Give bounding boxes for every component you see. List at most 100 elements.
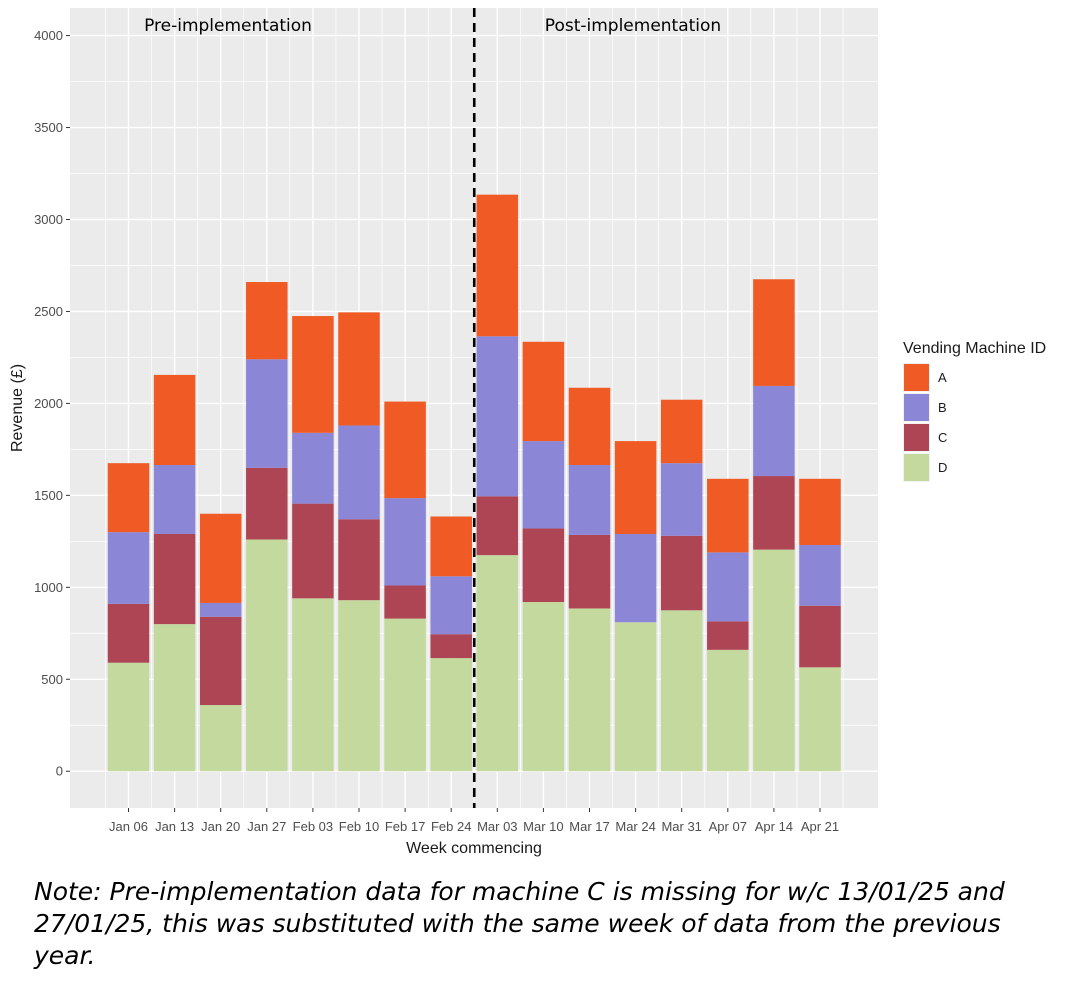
bar-segment-c [292, 503, 334, 599]
bar-segment-b [522, 441, 565, 529]
bar-segment-d [199, 705, 242, 772]
bar-segment-a [153, 374, 196, 466]
bar-segment-a [753, 279, 795, 386]
bar-segment-b [338, 425, 380, 520]
bar-segment-d [476, 555, 519, 772]
bar-segment-d [568, 608, 611, 772]
x-tick-label: Apr 14 [755, 819, 793, 834]
y-tick-label: 3500 [34, 120, 63, 135]
bar-segment-c [476, 496, 519, 556]
y-tick-label: 1000 [34, 580, 63, 595]
bar-segment-b [430, 576, 472, 635]
bar-segment-c [199, 616, 242, 706]
legend-label-d: D [938, 460, 947, 475]
y-axis: 0 500 1000 1500 2000 2500 3000 3500 4000 [34, 28, 70, 779]
y-tick-label: 0 [56, 764, 63, 779]
bar-segment-d [799, 667, 841, 772]
bar-segment-d [153, 624, 196, 772]
x-tick-label: Mar 31 [661, 819, 701, 834]
annotation-post-implementation: Post-implementation [545, 16, 721, 36]
bar-segment-a [799, 478, 841, 546]
x-tick-label: Feb 17 [385, 819, 425, 834]
bar-segment-c [660, 535, 703, 611]
x-tick-label: Jan 13 [155, 819, 194, 834]
bar-segment-a [660, 399, 703, 464]
bar-segment-c [338, 519, 380, 601]
x-tick-label: Mar 10 [523, 819, 563, 834]
legend-label-b: B [938, 400, 947, 415]
bar-segment-b [660, 463, 703, 536]
bar-segment-a [522, 341, 565, 442]
bar-segment-c [707, 621, 749, 650]
bar-segment-b [107, 532, 150, 604]
legend-swatch-a [904, 364, 929, 391]
bar-segment-d [338, 600, 380, 772]
bar-segment-a [384, 401, 426, 499]
y-tick-label: 3000 [34, 212, 63, 227]
bar-segment-b [614, 533, 657, 623]
x-tick-label: Jan 06 [109, 819, 148, 834]
legend-swatch-b [904, 394, 929, 421]
bar-segment-b [292, 432, 334, 504]
bar-segment-c [153, 533, 196, 625]
y-tick-label: 4000 [34, 28, 63, 43]
x-tick-label: Mar 24 [615, 819, 655, 834]
bar-segment-a [614, 441, 657, 534]
bar-segment-b [476, 336, 519, 497]
bar-segment-d [246, 539, 288, 772]
legend-label-c: C [938, 430, 947, 445]
x-tick-label: Jan 20 [201, 819, 240, 834]
bar-segment-c [107, 603, 150, 663]
bar-segment-a [338, 312, 380, 426]
bar-segment-c [799, 605, 841, 668]
bar-segment-d [384, 618, 426, 772]
x-tick-label: Feb 03 [293, 819, 333, 834]
bar-segment-b [799, 545, 841, 606]
bar-segment-d [292, 598, 334, 772]
bar-segment-b [707, 552, 749, 622]
bar-segment-d [522, 602, 565, 772]
x-axis-title: Week commencing [406, 840, 542, 857]
bar-segment-b [153, 465, 196, 534]
y-tick-label: 500 [41, 672, 63, 687]
footnote: Note: Pre-implementation data for machin… [34, 877, 1005, 970]
bar-segment-d [707, 649, 749, 772]
x-tick-label: Apr 07 [709, 819, 747, 834]
bar-segment-c [522, 528, 565, 603]
legend-swatch-c [904, 424, 929, 451]
x-tick-label: Feb 24 [431, 819, 471, 834]
legend-title: Vending Machine ID [903, 340, 1046, 357]
bar-segment-b [568, 465, 611, 535]
bar-segment-a [246, 282, 288, 360]
bar-segment-a [292, 316, 334, 433]
legend-swatch-d [904, 454, 929, 481]
bar-segment-d [107, 662, 150, 772]
bar-segment-a [707, 478, 749, 553]
bar-segment-c [384, 585, 426, 619]
bar-segment-c [568, 534, 611, 609]
x-axis: Jan 06 Jan 13 Jan 20 Jan 27 Feb 03 Feb 10 Feb … [109, 808, 839, 834]
y-tick-label: 1500 [34, 488, 63, 503]
bar-segment-d [660, 610, 703, 772]
bar-segment-d [753, 549, 795, 772]
bar-segment-a [430, 516, 472, 577]
x-tick-label: Mar 17 [569, 819, 609, 834]
bar-segment-a [199, 513, 242, 603]
bar-segment-b [753, 385, 795, 477]
x-tick-label: Feb 10 [339, 819, 379, 834]
bars [107, 194, 841, 772]
legend-label-a: A [938, 370, 947, 385]
bar-segment-b [246, 359, 288, 468]
bar-segment-d [614, 622, 657, 772]
x-tick-label: Mar 03 [477, 819, 517, 834]
x-tick-label: Jan 27 [247, 819, 286, 834]
x-tick-label: Apr 21 [801, 819, 839, 834]
y-axis-title: Revenue (£) [9, 364, 26, 452]
bar-segment-b [199, 602, 242, 617]
y-tick-label: 2000 [34, 396, 63, 411]
y-tick-label: 2500 [34, 304, 63, 319]
bar-segment-b [384, 498, 426, 586]
bar-segment-c [753, 476, 795, 550]
